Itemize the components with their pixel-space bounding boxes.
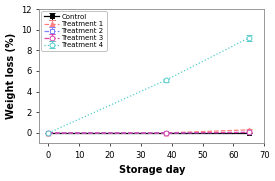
Y-axis label: Weight loss (%): Weight loss (%) [6,33,16,119]
Legend: Control, Treatment 1, Treatment 2, Treatment 3, Treatment 4: Control, Treatment 1, Treatment 2, Treat… [41,11,106,51]
X-axis label: Storage day: Storage day [119,165,185,175]
